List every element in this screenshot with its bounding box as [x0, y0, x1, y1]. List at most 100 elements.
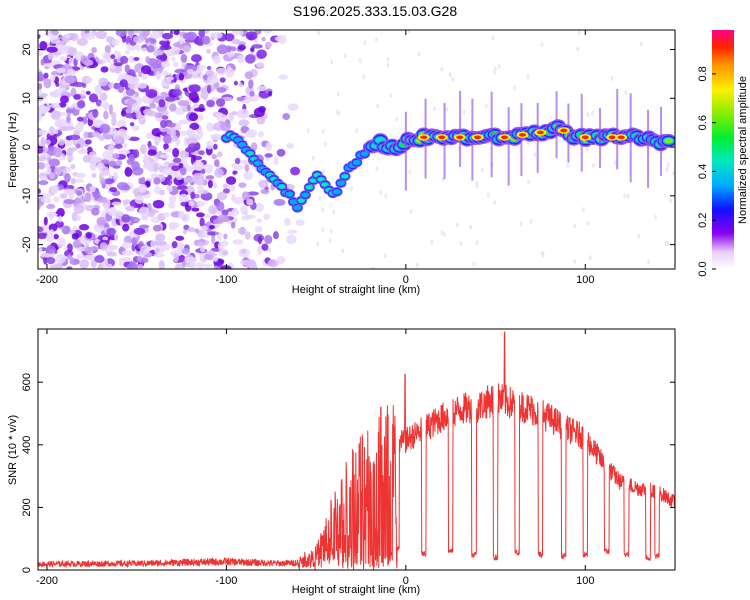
noise-blob [153, 253, 165, 258]
noise-blob [336, 91, 340, 97]
noise-blob [145, 55, 150, 64]
noise-blob [475, 183, 479, 189]
noise-blob [38, 146, 44, 154]
noise-blob [76, 253, 85, 259]
noise-blob [355, 128, 359, 134]
chart-title: S196.2025.333.15.03.G28 [293, 3, 457, 19]
noise-blob [238, 119, 250, 127]
spectrogram-x-ticks: -200 -100 0 100 [36, 30, 594, 286]
noise-blob [286, 142, 294, 149]
noise-blob [666, 162, 670, 168]
noise-blob [237, 44, 246, 51]
noise-blob [76, 190, 83, 196]
noise-blob [459, 240, 463, 246]
noise-blob [85, 232, 92, 239]
noise-blob [258, 235, 263, 245]
noise-blob [99, 242, 108, 251]
noise-blob [161, 61, 170, 68]
noise-blob [581, 207, 585, 213]
noise-blob [128, 136, 140, 142]
noise-blob [129, 122, 135, 127]
noise-blob [178, 156, 187, 164]
noise-blob [484, 103, 488, 109]
noise-blob [122, 199, 131, 205]
noise-blob [88, 151, 97, 159]
noise-blob [290, 166, 301, 176]
noise-blob [69, 32, 79, 42]
noise-blob [73, 94, 81, 100]
colorbar-gradient [712, 30, 734, 269]
noise-blob [216, 191, 228, 201]
noise-blob [38, 232, 48, 240]
snr-y-tick-label: 400 [21, 436, 33, 454]
noise-blob [196, 113, 204, 121]
noise-blob [198, 65, 207, 70]
noise-blob [442, 232, 446, 238]
noise-blob [238, 30, 244, 37]
noise-blob [519, 221, 523, 227]
noise-blob [104, 178, 114, 185]
ridge-blob [360, 151, 369, 157]
noise-blob [244, 214, 256, 219]
ridge-blob [332, 189, 342, 195]
noise-blob [68, 184, 74, 190]
noise-blob [50, 110, 61, 121]
noise-blob [132, 30, 144, 34]
noise-blob [85, 77, 93, 83]
noise-blob [138, 206, 150, 216]
noise-blob [358, 58, 362, 64]
noise-blob [46, 257, 56, 265]
noise-blob [136, 44, 141, 52]
noise-blob [91, 173, 97, 178]
noise-blob [107, 263, 113, 269]
noise-blob [108, 104, 114, 115]
noise-blob [171, 56, 176, 62]
noise-blob [588, 255, 592, 261]
noise-blob [54, 120, 61, 128]
noise-blob [58, 102, 67, 108]
colorbar: 0.0 0.2 0.4 0.6 0.8 Normalized spectral ampl… [697, 30, 749, 277]
noise-blob [157, 240, 168, 246]
noise-blob [177, 243, 185, 249]
noise-blob [226, 45, 232, 53]
noise-blob [180, 53, 188, 63]
noise-blob [245, 31, 258, 41]
noise-blob [45, 245, 56, 254]
noise-blob [44, 162, 51, 168]
noise-blob [273, 156, 279, 166]
noise-blob [591, 163, 595, 169]
noise-blob [286, 234, 297, 245]
noise-blob [115, 30, 127, 37]
noise-blob [81, 89, 86, 96]
noise-blob [176, 174, 183, 181]
noise-blob [84, 139, 92, 145]
noise-blob [38, 247, 43, 253]
noise-blob [254, 225, 263, 233]
noise-blob [206, 84, 212, 94]
ridge-hotspot [456, 135, 464, 140]
noise-blob [386, 56, 390, 62]
noise-blob [206, 231, 216, 236]
noise-blob [187, 226, 196, 233]
noise-blob [187, 131, 197, 138]
noise-blob [131, 125, 140, 131]
noise-blob [321, 227, 325, 233]
noise-blob [237, 108, 250, 117]
noise-blob [38, 180, 49, 186]
ridge-hotspot [474, 135, 482, 140]
noise-blob [106, 251, 118, 257]
noise-blob [240, 159, 248, 165]
noise-blob [206, 75, 218, 84]
noise-blob [71, 233, 80, 240]
noise-blob [43, 78, 52, 89]
noise-blob [159, 189, 165, 196]
noise-blob [138, 177, 143, 185]
colorbar-tick-label: 0.6 [697, 115, 709, 130]
noise-blob [175, 235, 185, 241]
noise-blob [151, 127, 162, 137]
noise-blob [287, 103, 299, 111]
noise-blob [140, 144, 147, 155]
noise-blob [361, 74, 365, 80]
noise-blob [83, 131, 88, 139]
snr-line-group [38, 331, 675, 570]
